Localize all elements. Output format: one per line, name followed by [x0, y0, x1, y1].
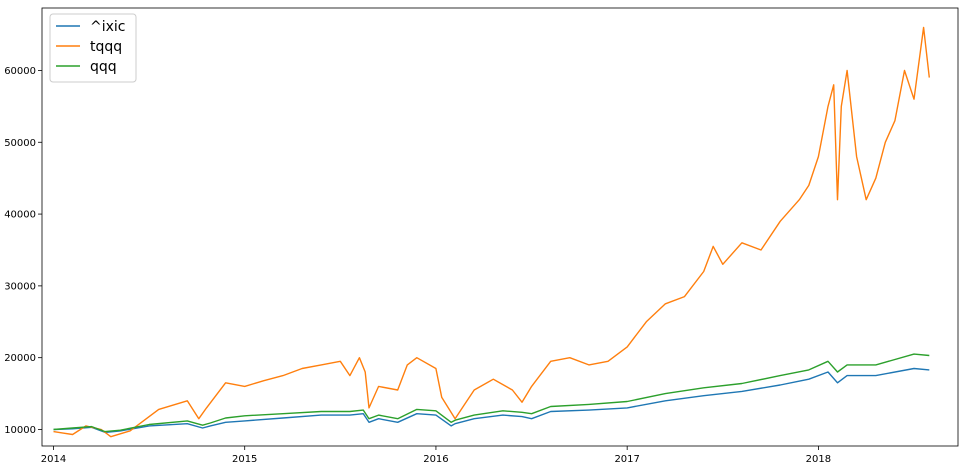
x-tick-label: 2015 — [232, 454, 257, 465]
y-tick-label: 20000 — [4, 353, 36, 364]
x-tick-label: 2014 — [41, 454, 66, 465]
y-tick-label: 30000 — [4, 281, 36, 292]
y-tick-label: 50000 — [4, 138, 36, 149]
y-tick-label: 40000 — [4, 210, 36, 221]
legend-label: tqqq — [90, 39, 122, 55]
legend-label: qqq — [90, 59, 117, 75]
legend: ^ixic tqqq qqq — [49, 13, 137, 83]
x-tick-label: 2017 — [614, 454, 639, 465]
legend-box — [49, 13, 137, 83]
y-tick-label: 60000 — [4, 66, 36, 77]
series-line-tqqq — [53, 26, 930, 438]
x-tick-label: 2018 — [806, 454, 831, 465]
y-tick-label: 10000 — [4, 425, 36, 436]
legend-label: ^ixic — [90, 19, 126, 35]
series-line-qqq — [53, 353, 930, 433]
x-tick-label: 2016 — [423, 454, 448, 465]
series-layer — [53, 26, 930, 438]
plot-frame — [41, 7, 959, 447]
x-axis: 2014 2015 2016 2017 2018 — [41, 446, 831, 465]
series-line-ixic — [53, 367, 930, 434]
y-axis: 10000 20000 30000 40000 50000 60000 — [4, 66, 42, 436]
